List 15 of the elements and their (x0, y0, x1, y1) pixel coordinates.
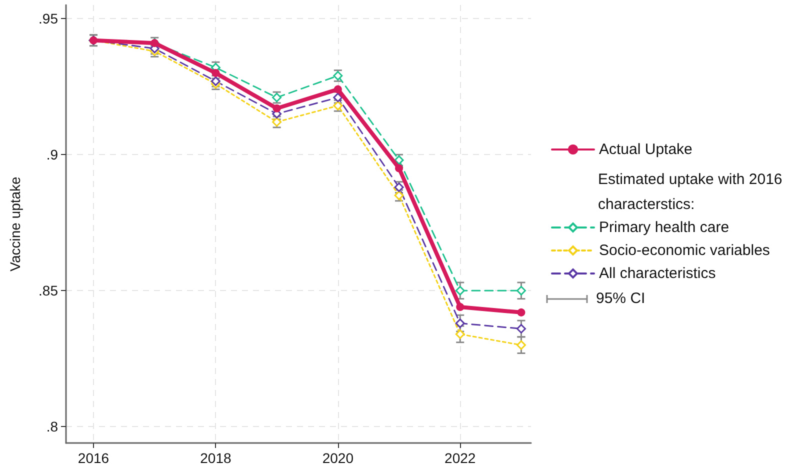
legend-label: All characteristics (599, 265, 716, 282)
y-tick-label: .85 (38, 282, 58, 299)
legend-label: Primary health care (599, 219, 730, 236)
x-tick-label: 2016 (78, 450, 110, 465)
y-axis-title: Vaccine uptake (7, 176, 23, 272)
legend-label: Socio-economic variables (599, 242, 770, 259)
x-tick-label: 2020 (322, 450, 354, 465)
y-tick-label: .95 (38, 10, 58, 27)
y-tick-label: .8 (46, 418, 58, 435)
text: 95% CI (596, 290, 646, 307)
y-tick-label: .9 (46, 146, 58, 163)
legend-label: Actual Uptake (599, 141, 692, 158)
x-tick-label: 2022 (444, 450, 476, 465)
x-tick-label: 2018 (200, 450, 232, 465)
legend-title: Estimated uptake with 2016 characterstics: (598, 170, 784, 215)
